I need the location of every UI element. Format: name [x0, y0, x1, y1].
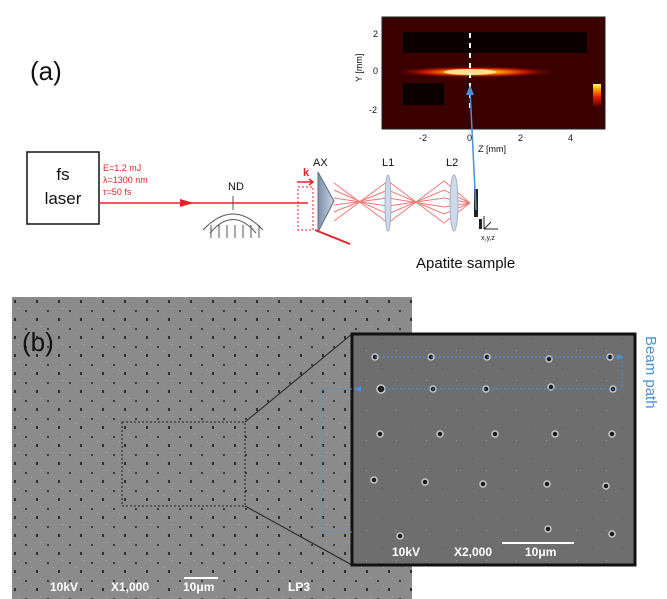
sem-zoom-image [350, 332, 637, 567]
wavefront-box [297, 186, 314, 231]
heatmap-dark-band-top [403, 32, 587, 53]
zoom-connector-top [244, 333, 353, 423]
heatmap-ytick-bottom: -2 [369, 105, 377, 115]
beam-path-label: Beam path [642, 336, 659, 409]
main-scale-mag: X1,000 [111, 580, 149, 594]
zoom-scale-length: 10μm [525, 545, 556, 559]
axicon-label: AX [313, 157, 328, 169]
sample-stage-icon [474, 189, 498, 230]
roi-dashed-box [121, 421, 246, 507]
heatmap-colorbar [593, 84, 601, 106]
sample-caption: Apatite sample [416, 255, 515, 272]
laser-box [26, 151, 100, 225]
focus-link-line [469, 89, 477, 211]
heatmap-xtick-1: -2 [419, 133, 427, 143]
heatmap-ytick-top: 2 [373, 29, 378, 39]
axicon-lens [317, 171, 335, 233]
sem-main-image [12, 297, 412, 599]
heatmap-ylabel: Y [mm] [354, 54, 364, 82]
laser-box-line1: fs [56, 165, 69, 184]
param-energy: E=1.2 mJ [103, 163, 141, 173]
heatmap-xtick-2: 0 [467, 133, 472, 143]
stage-axes-label: x,y,z [481, 235, 495, 242]
zoom-scale-mag: X2,000 [454, 545, 492, 559]
laser-box-line2: laser [45, 189, 82, 208]
k-vector-label: k [303, 167, 310, 179]
lens-l1-label: L1 [382, 157, 394, 169]
param-wavelength: λ=1300 nm [103, 175, 148, 185]
zoom-connector-bottom [244, 505, 353, 566]
panel-b: (b) 10kV X1,000 10μm LP3 [12, 297, 659, 599]
k-vector-arrow [297, 178, 315, 186]
nd-filter-icon [202, 196, 264, 238]
beam-path-arrow-left [354, 386, 361, 392]
main-scale-kv: 10kV [50, 580, 78, 594]
zoom-scale-kv: 10kV [392, 545, 420, 559]
lens-l1 [384, 174, 392, 232]
param-pulse-duration: τ=50 fs [103, 187, 132, 197]
heatmap-xtick-4: 4 [568, 133, 573, 143]
main-scale-id: LP3 [288, 580, 310, 594]
axicon-mount [314, 229, 351, 245]
beam-path-arrow-right [617, 354, 624, 360]
panel-a: (a) Y [mm] 2 0 -2 -2 0 2 4 Z [mm] fs las… [26, 16, 606, 272]
beam-direction-arrow [180, 199, 194, 207]
beam-path-lines [321, 356, 623, 533]
heatmap-xlabel: Z [mm] [478, 144, 506, 154]
panel-a-label: (a) [30, 56, 62, 86]
heatmap-xtick-3: 2 [518, 133, 523, 143]
lens-l2-label: L2 [446, 157, 458, 169]
main-scale-length: 10μm [183, 580, 214, 594]
lens-l2 [449, 174, 459, 232]
panel-b-label: (b) [22, 327, 54, 357]
heatmap-focus-core [444, 69, 496, 75]
heatmap-dark-band-left [403, 83, 444, 105]
focus-link-arrowhead [466, 85, 474, 95]
nd-label: ND [228, 181, 244, 193]
heatmap-ytick-mid: 0 [373, 66, 378, 76]
inset-heatmap: Y [mm] 2 0 -2 -2 0 2 4 Z [mm] [354, 16, 606, 154]
